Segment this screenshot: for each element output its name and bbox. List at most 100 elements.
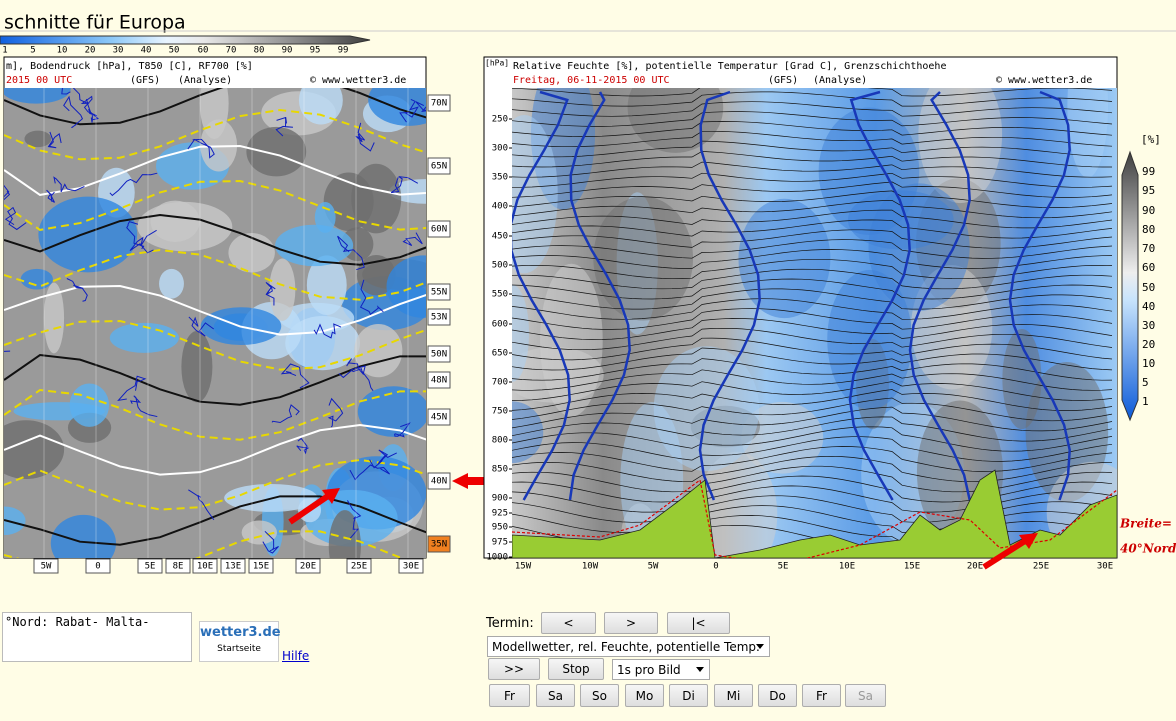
isentrope [512, 249, 1113, 269]
map-axes: 70N 65N 60N 55N 53N 50N 48N 45N 40N 35N 5W 0 5E 8E 10E… [33, 94, 451, 574]
terrain [512, 469, 1117, 558]
scale-label: 99 [338, 46, 349, 56]
coastline [338, 368, 374, 392]
scale-label: 30 [113, 46, 124, 56]
day-button[interactable]: Fr [802, 684, 841, 707]
blob [356, 255, 396, 296]
lon-label: 15E [904, 562, 920, 572]
pressure-label: 1000 [486, 553, 508, 563]
day-button[interactable]: So [580, 684, 619, 707]
label-box [398, 558, 424, 574]
isentrope [512, 140, 1113, 158]
blob [269, 258, 296, 321]
day-button[interactable]: Mi [714, 684, 753, 707]
day-button[interactable]: Di [669, 684, 708, 707]
isobar [4, 88, 426, 126]
isotherm [4, 109, 426, 161]
unit: [hPa] [485, 59, 509, 68]
lat-label: 70N [431, 99, 447, 109]
lon-label: 8E [173, 562, 184, 572]
lon-label: 10W [582, 562, 599, 572]
pressure-label: 600 [492, 320, 508, 330]
product-select[interactable]: Modellwetter, rel. Feuchte, potentielle … [487, 636, 770, 657]
label-box [137, 558, 163, 574]
blob [306, 255, 347, 316]
pressure-label: 550 [492, 290, 508, 300]
shade [696, 451, 778, 558]
isentrope [512, 258, 1113, 280]
coastline [337, 235, 365, 271]
isentrope [512, 121, 1113, 137]
lat-label: 60N [431, 225, 447, 235]
nav-button[interactable]: |< [667, 612, 730, 634]
shade [512, 115, 558, 274]
note-box[interactable]: °Nord: Rabat- Malta- [2, 612, 192, 662]
label-box [33, 558, 59, 574]
blob [4, 88, 71, 104]
isentrope [512, 369, 1113, 391]
coastline [4, 206, 27, 231]
speed-select[interactable]: 1s pro Bild [612, 659, 710, 680]
shade [512, 284, 530, 382]
colorbar-label: 90 [1142, 204, 1155, 217]
lon-label: 5E [778, 562, 789, 572]
scale-label: 40 [141, 46, 152, 56]
blob [50, 514, 116, 558]
lat-label: 55N [431, 288, 447, 298]
shade [918, 88, 1003, 204]
isentrope [512, 229, 1113, 249]
coastline [271, 404, 300, 424]
day-button[interactable]: Sa [845, 684, 886, 707]
day-button[interactable]: Sa [536, 684, 575, 707]
isentrope [512, 161, 1113, 178]
lon-label: 30E [403, 562, 419, 572]
colorbar-label: 10 [1142, 357, 1155, 370]
lon-label: 0 [713, 562, 718, 572]
label-box [427, 157, 451, 175]
humidity-contour [698, 90, 761, 501]
colorbar-label: 50 [1142, 281, 1155, 294]
isentrope [512, 495, 1113, 523]
isentrope [512, 209, 1113, 229]
coastline [66, 278, 88, 302]
play-button[interactable]: >> [488, 658, 540, 680]
isentrope [512, 239, 1113, 259]
label-box [427, 535, 451, 553]
map-copyright: © www.wetter3.de [310, 75, 406, 86]
shade [868, 183, 970, 311]
isentrope [512, 426, 1113, 452]
day-button[interactable]: Do [758, 684, 797, 707]
label-box [295, 558, 321, 574]
isobar [4, 285, 426, 336]
isentrope [512, 381, 1113, 401]
blob [241, 520, 278, 545]
blob [38, 196, 138, 273]
isentrope [512, 416, 1113, 442]
isentrope [512, 199, 1113, 219]
lon-label: 13E [225, 562, 241, 572]
coastline [265, 281, 276, 306]
coastline [349, 464, 391, 481]
coastline [346, 500, 362, 539]
stop-button[interactable]: Stop [548, 658, 604, 680]
isentrope [512, 337, 1113, 361]
logo[interactable]: wetter3.de Startseite [199, 621, 281, 662]
day-button[interactable]: Fr [489, 684, 530, 707]
day-button[interactable]: Mo [625, 684, 664, 707]
colorbar-label: 30 [1142, 319, 1155, 332]
select-text: Modellwetter, rel. Feuchte, potentielle … [492, 639, 760, 654]
lat-label: 65N [431, 162, 447, 172]
scale-label: 95 [310, 46, 321, 56]
cross-date: Freitag, 06-11-2015 00 UTC [513, 75, 670, 86]
pressure-label: 500 [492, 261, 508, 271]
label-box [427, 94, 451, 112]
nav-button[interactable]: < [541, 612, 596, 634]
isotherm [4, 530, 405, 558]
scale-label: 10 [57, 46, 68, 56]
help-link[interactable]: Hilfe [282, 649, 310, 663]
lon-label: 15W [515, 562, 532, 572]
blob [328, 510, 361, 558]
nav-button[interactable]: > [604, 612, 658, 634]
isentrope [512, 475, 1113, 503]
isentrope [512, 288, 1113, 310]
